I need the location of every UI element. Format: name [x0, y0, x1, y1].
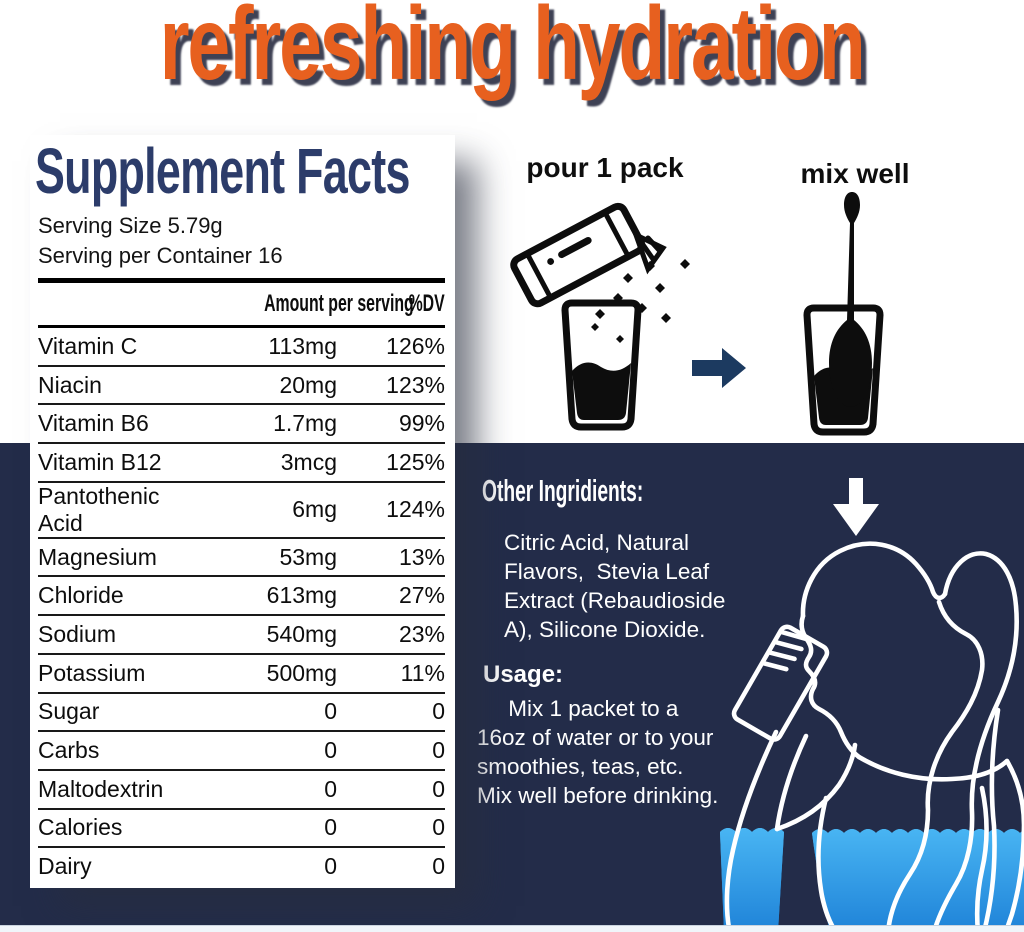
- column-amount-per-serving: Amount per serving: [264, 290, 414, 317]
- page-title-text: refreshing hydration: [160, 0, 866, 102]
- arrow-right-icon: [692, 348, 746, 388]
- table-row: Niacin 20mg 123%: [38, 367, 445, 406]
- usage-heading: Usage:: [483, 661, 564, 688]
- down-arrow-icon: [833, 478, 879, 536]
- table-row: Potassium 500mg 11%: [38, 655, 445, 694]
- serving-info: Serving Size 5.79g Serving per Container…: [38, 211, 283, 271]
- water-fill: [720, 828, 1024, 932]
- powder-sparkles: [591, 259, 690, 343]
- table-row: Calories 0 0: [38, 810, 445, 849]
- table-row: Dairy 0 0: [38, 853, 445, 880]
- table-row: Chloride 613mg 27%: [38, 577, 445, 617]
- packet-pour-icon: [510, 202, 690, 431]
- table-row: Sodium 540mg 23%: [38, 616, 445, 655]
- table-body: Vitamin C 113mg 126% Niacin 20mg 123% Vitami…: [38, 328, 445, 885]
- glass-icon: [561, 299, 642, 431]
- supplement-facts-panel: Supplement Facts Serving Size 5.79g Serv…: [30, 135, 455, 888]
- body-outline: [724, 541, 1024, 932]
- serving-size: Serving Size 5.79g: [38, 213, 223, 238]
- spoon-glass-icon: [803, 192, 884, 436]
- column-dv: %DV: [408, 290, 445, 317]
- table-row: Magnesium 53mg 13%: [38, 539, 445, 578]
- other-ingredients-text: Citric Acid, Natural Flavors, Stevia Lea…: [504, 530, 726, 642]
- table-row: Carbs 0 0: [38, 732, 445, 771]
- table-row: Pantothenic Acid 6mg 124%: [38, 483, 445, 539]
- table-row: Vitamin B12 3mcg 125%: [38, 444, 445, 483]
- cup-icon: [731, 624, 830, 742]
- woman-drinking-illustration: [720, 541, 1024, 932]
- spoon-icon: [829, 192, 872, 407]
- bottom-strip: [0, 925, 1024, 932]
- supplement-facts-heading: Supplement Facts: [35, 135, 410, 207]
- table-row: Vitamin B6 1.7mg 99%: [38, 405, 445, 445]
- mix-step-label: mix well: [800, 158, 910, 189]
- table-row: Sugar 0 0: [38, 694, 445, 733]
- table-row: Maltodextrin 0 0: [38, 771, 445, 810]
- servings-per-container: Serving per Container 16: [38, 243, 283, 268]
- table-row: Vitamin C 113mg 126%: [38, 328, 445, 367]
- usage-text: Mix 1 packet to a 16oz of water or to yo…: [477, 696, 719, 808]
- pour-step-label: pour 1 pack: [526, 152, 684, 183]
- other-ingredients-heading: Other Ingridients:: [482, 473, 644, 508]
- page-title: refreshing hydration: [0, 0, 1024, 98]
- table-header: Amount per serving %DV: [38, 278, 445, 328]
